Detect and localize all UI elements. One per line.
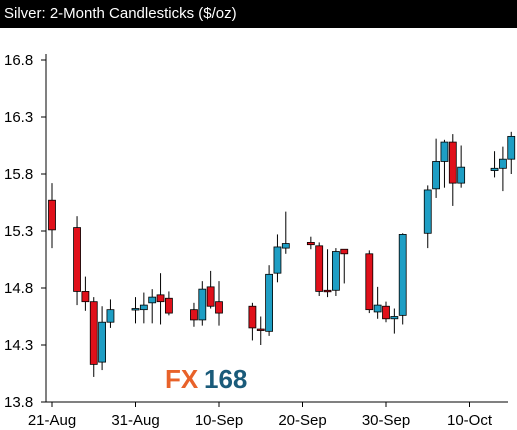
candle-body-up: [98, 321, 106, 363]
candle-body-down: [81, 291, 90, 303]
candle: [448, 134, 457, 206]
axes: 13.8 14.3 14.8 15.3 15.8 16.3 16.8 21-Aug 31-Aug…: [4, 52, 508, 429]
candle: [131, 297, 140, 324]
candle-body-up: [398, 234, 407, 316]
candle: [331, 248, 340, 296]
y-tick-label: 14.8: [4, 280, 33, 297]
chart-title: Silver: 2-Month Candlesticks ($/oz): [0, 0, 517, 28]
x-tick-label: 31-Aug: [111, 412, 159, 429]
candle: [390, 308, 399, 334]
candle-body-up: [390, 316, 399, 320]
y-tick-label: 13.8: [4, 394, 33, 411]
candle-body-up: [432, 161, 441, 190]
candle-body-up: [440, 141, 449, 162]
x-tick-label: 20-Sep: [278, 412, 326, 429]
candle-body-down: [248, 305, 257, 329]
candle: [48, 183, 56, 249]
candle-body-down: [156, 294, 165, 303]
candle-body-down: [315, 245, 324, 292]
candle: [265, 265, 274, 336]
candle-body-down: [340, 248, 349, 255]
y-tick-label: 15.8: [4, 166, 33, 183]
candle: [156, 273, 165, 325]
watermark-text-168: 168: [204, 364, 247, 394]
candle: [281, 211, 290, 254]
candle-body-up: [198, 288, 207, 321]
candle-body-up: [498, 158, 507, 169]
candle-body-up: [373, 304, 382, 313]
candle: [215, 281, 223, 326]
candle: [198, 281, 207, 326]
candle-body-down: [215, 301, 223, 314]
candle-body-down: [323, 289, 332, 293]
candle: [323, 249, 332, 298]
candle-body-up: [148, 296, 157, 304]
candle: [382, 301, 390, 323]
candle: [398, 233, 407, 325]
candlestick-chart: 13.8 14.3 14.8 15.3 15.8 16.3 16.8 21-Aug 31-Aug…: [4, 52, 516, 429]
candle-body-up: [331, 251, 340, 291]
candle: [81, 276, 90, 311]
candle-body-up: [457, 166, 466, 184]
x-tick-label: 21-Aug: [28, 412, 76, 429]
x-tick-label: 10-Sep: [195, 412, 243, 429]
candle: [256, 316, 265, 345]
candle-body-up: [490, 167, 499, 171]
candle-body-down: [164, 297, 173, 314]
candle: [507, 131, 516, 174]
candle-body-up: [131, 308, 140, 311]
candle: [306, 236, 315, 250]
candle: [498, 146, 507, 192]
candle-body-down: [48, 199, 56, 231]
y-tick-label: 16.8: [4, 52, 33, 69]
candle-body-down: [206, 286, 215, 307]
candle: [440, 139, 449, 188]
y-tick-label: 15.3: [4, 223, 33, 240]
candle-body-down: [73, 227, 81, 292]
candle-body-down: [89, 301, 98, 365]
candle: [432, 138, 441, 198]
candle: [457, 145, 466, 188]
y-tick-label: 16.3: [4, 109, 33, 126]
candle-body-up: [106, 309, 115, 323]
candle-body-down: [448, 141, 457, 184]
candle: [89, 297, 98, 377]
candle-body-up: [273, 246, 282, 274]
candle-body-down: [382, 305, 390, 320]
candle: [206, 270, 215, 309]
candle-body-up: [265, 273, 274, 332]
candle-body-down: [365, 253, 374, 311]
candle: [98, 306, 106, 371]
candle: [373, 286, 382, 319]
candle: [423, 185, 432, 249]
candle-body-up: [423, 189, 432, 234]
candles: [48, 131, 516, 377]
candle: [315, 242, 324, 296]
candle: [106, 299, 115, 328]
candle: [73, 216, 81, 306]
candle-body-up: [507, 135, 516, 160]
candle: [148, 289, 157, 324]
candle-body-up: [281, 243, 290, 249]
fx168-watermark: FX 168: [165, 364, 247, 394]
candle: [190, 302, 198, 327]
x-tick-label: 10-Oct: [447, 412, 493, 429]
x-tick-label: 30-Sep: [362, 412, 410, 429]
candle: [139, 292, 148, 324]
candle-body-down: [306, 241, 315, 246]
candle-body-down: [256, 328, 265, 331]
candle: [248, 302, 257, 341]
candle: [164, 291, 173, 316]
candle-body-down: [190, 309, 198, 321]
candle: [490, 151, 499, 178]
candle-body-up: [139, 304, 148, 311]
y-tick-label: 14.3: [4, 337, 33, 354]
candle: [273, 234, 282, 283]
watermark-text-fx: FX: [165, 364, 199, 394]
candle: [340, 248, 349, 284]
candle: [365, 250, 374, 314]
